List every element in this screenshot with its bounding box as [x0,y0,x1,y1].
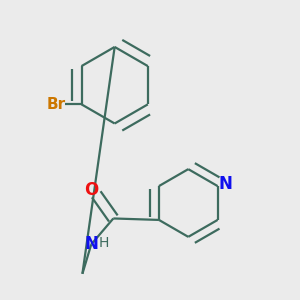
Text: N: N [218,175,232,193]
Text: Br: Br [47,97,66,112]
Text: N: N [84,236,98,253]
Text: O: O [84,181,98,199]
Text: H: H [98,236,109,250]
